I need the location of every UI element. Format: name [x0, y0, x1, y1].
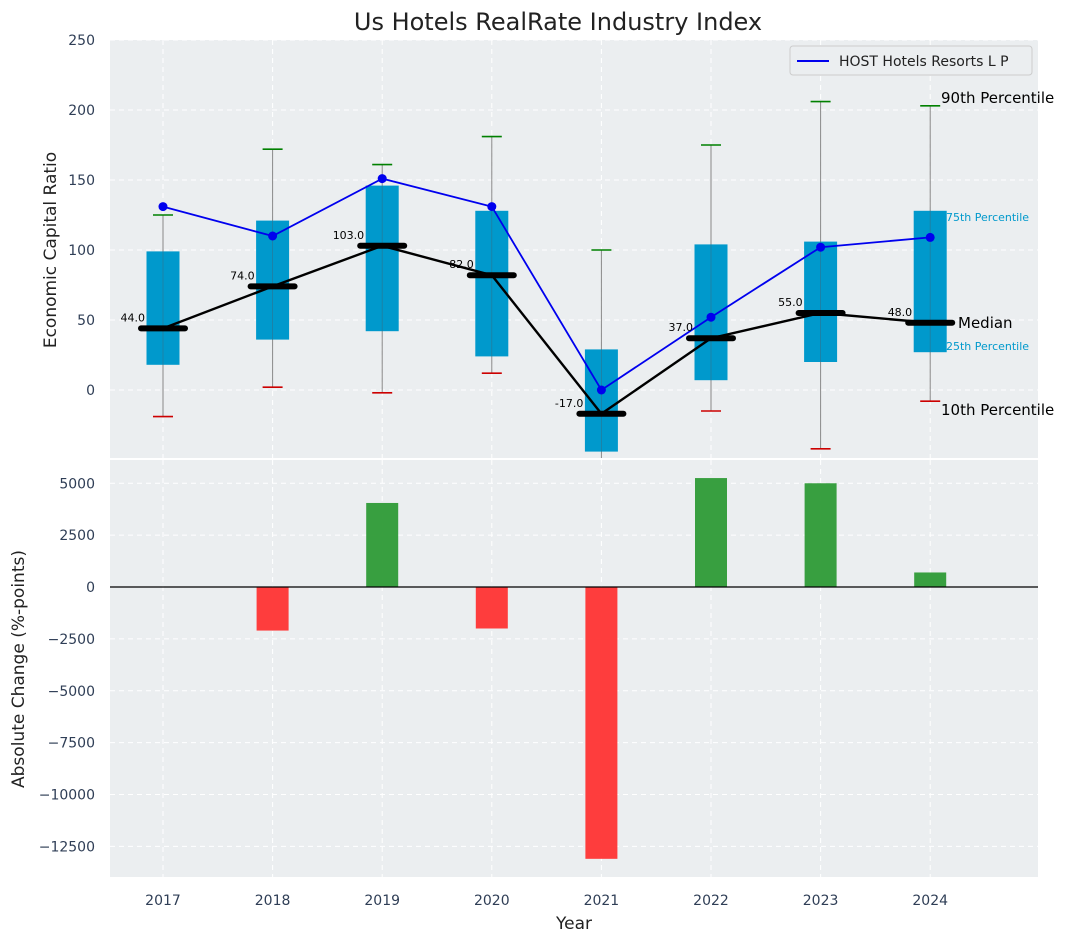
bottom-y-tick-label: 0 — [86, 580, 95, 596]
bottom-y-tick-label: 2500 — [59, 528, 95, 544]
top-y-tick-label: 150 — [68, 173, 95, 189]
p25-label: 25th Percentile — [946, 340, 1029, 353]
host-series-point — [596, 385, 606, 395]
bar-positive — [366, 502, 399, 587]
median-value-label: 74.0 — [230, 269, 255, 282]
bar-positive — [695, 478, 727, 587]
bottom-y-tick-label: −2500 — [48, 632, 95, 648]
bottom-plot-area — [110, 460, 1038, 877]
host-series-point — [487, 202, 497, 212]
top-y-tick-label: 50 — [77, 313, 95, 329]
x-tick-label: 2022 — [693, 893, 729, 909]
legend-box — [789, 45, 1033, 76]
x-tick-label: 2020 — [474, 893, 510, 909]
top-y-tick-label: 200 — [68, 103, 95, 119]
top-y-axis-label: Economic Capital Ratio — [41, 152, 61, 348]
legend: HOST Hotels Resorts L P — [789, 45, 1033, 76]
top-y-tick-label: 250 — [68, 33, 95, 49]
median-label: Median — [958, 314, 1013, 332]
host-series-point — [377, 174, 387, 184]
median-value-label: 55.0 — [778, 296, 803, 309]
x-tick-label: 2023 — [803, 893, 839, 909]
median-value-label: -17.0 — [555, 397, 583, 410]
p75-label: 75th Percentile — [946, 211, 1029, 224]
axes-text: 0 50 100 150 200 250 −12500 −10000 −7500 −5000 −25… — [39, 33, 948, 909]
host-series-line — [162, 177, 931, 392]
top-plot-area — [110, 40, 1038, 458]
chart-title: Us Hotels RealRate Industry Index — [354, 8, 762, 36]
host-series-point — [816, 242, 826, 252]
bar-negative — [585, 587, 618, 859]
median-line — [162, 244, 931, 416]
bottom-y-tick-label: −10000 — [39, 788, 95, 804]
bottom-y-axis-label: Absolute Change (%-points) — [9, 550, 29, 788]
host-series-point — [158, 202, 168, 212]
bar-negative — [475, 587, 508, 629]
median-value-label: 48.0 — [888, 306, 913, 319]
x-tick-label: 2024 — [912, 893, 948, 909]
x-axis-label: Year — [555, 914, 592, 934]
host-series-point — [706, 312, 716, 322]
bar-positive — [914, 572, 947, 587]
p10-label: 10th Percentile — [941, 401, 1054, 419]
host-series-point — [268, 231, 278, 241]
legend-label: HOST Hotels Resorts L P — [839, 54, 1009, 70]
bar-positive — [804, 483, 837, 587]
median-value-label: 103.0 — [333, 229, 365, 242]
median-value-label: 37.0 — [669, 321, 694, 334]
bar-negative — [256, 587, 289, 631]
bottom-y-tick-label: 5000 — [59, 476, 95, 492]
top-marks — [138, 100, 956, 458]
top-y-tick-label: 0 — [86, 383, 95, 399]
bottom-marks — [110, 478, 1038, 859]
median-value-label: 82.0 — [449, 258, 474, 271]
p90-label: 90th Percentile — [941, 89, 1054, 107]
top-y-tick-label: 100 — [68, 243, 95, 259]
host-series-point — [925, 232, 935, 242]
x-tick-label: 2019 — [364, 893, 400, 909]
bottom-y-tick-label: −5000 — [48, 684, 95, 700]
x-tick-label: 2018 — [255, 893, 291, 909]
x-tick-label: 2017 — [145, 893, 181, 909]
bottom-y-tick-label: −12500 — [39, 839, 95, 855]
median-value-label: 44.0 — [121, 311, 146, 324]
x-tick-label: 2021 — [584, 893, 620, 909]
bottom-y-tick-label: −7500 — [48, 736, 95, 752]
